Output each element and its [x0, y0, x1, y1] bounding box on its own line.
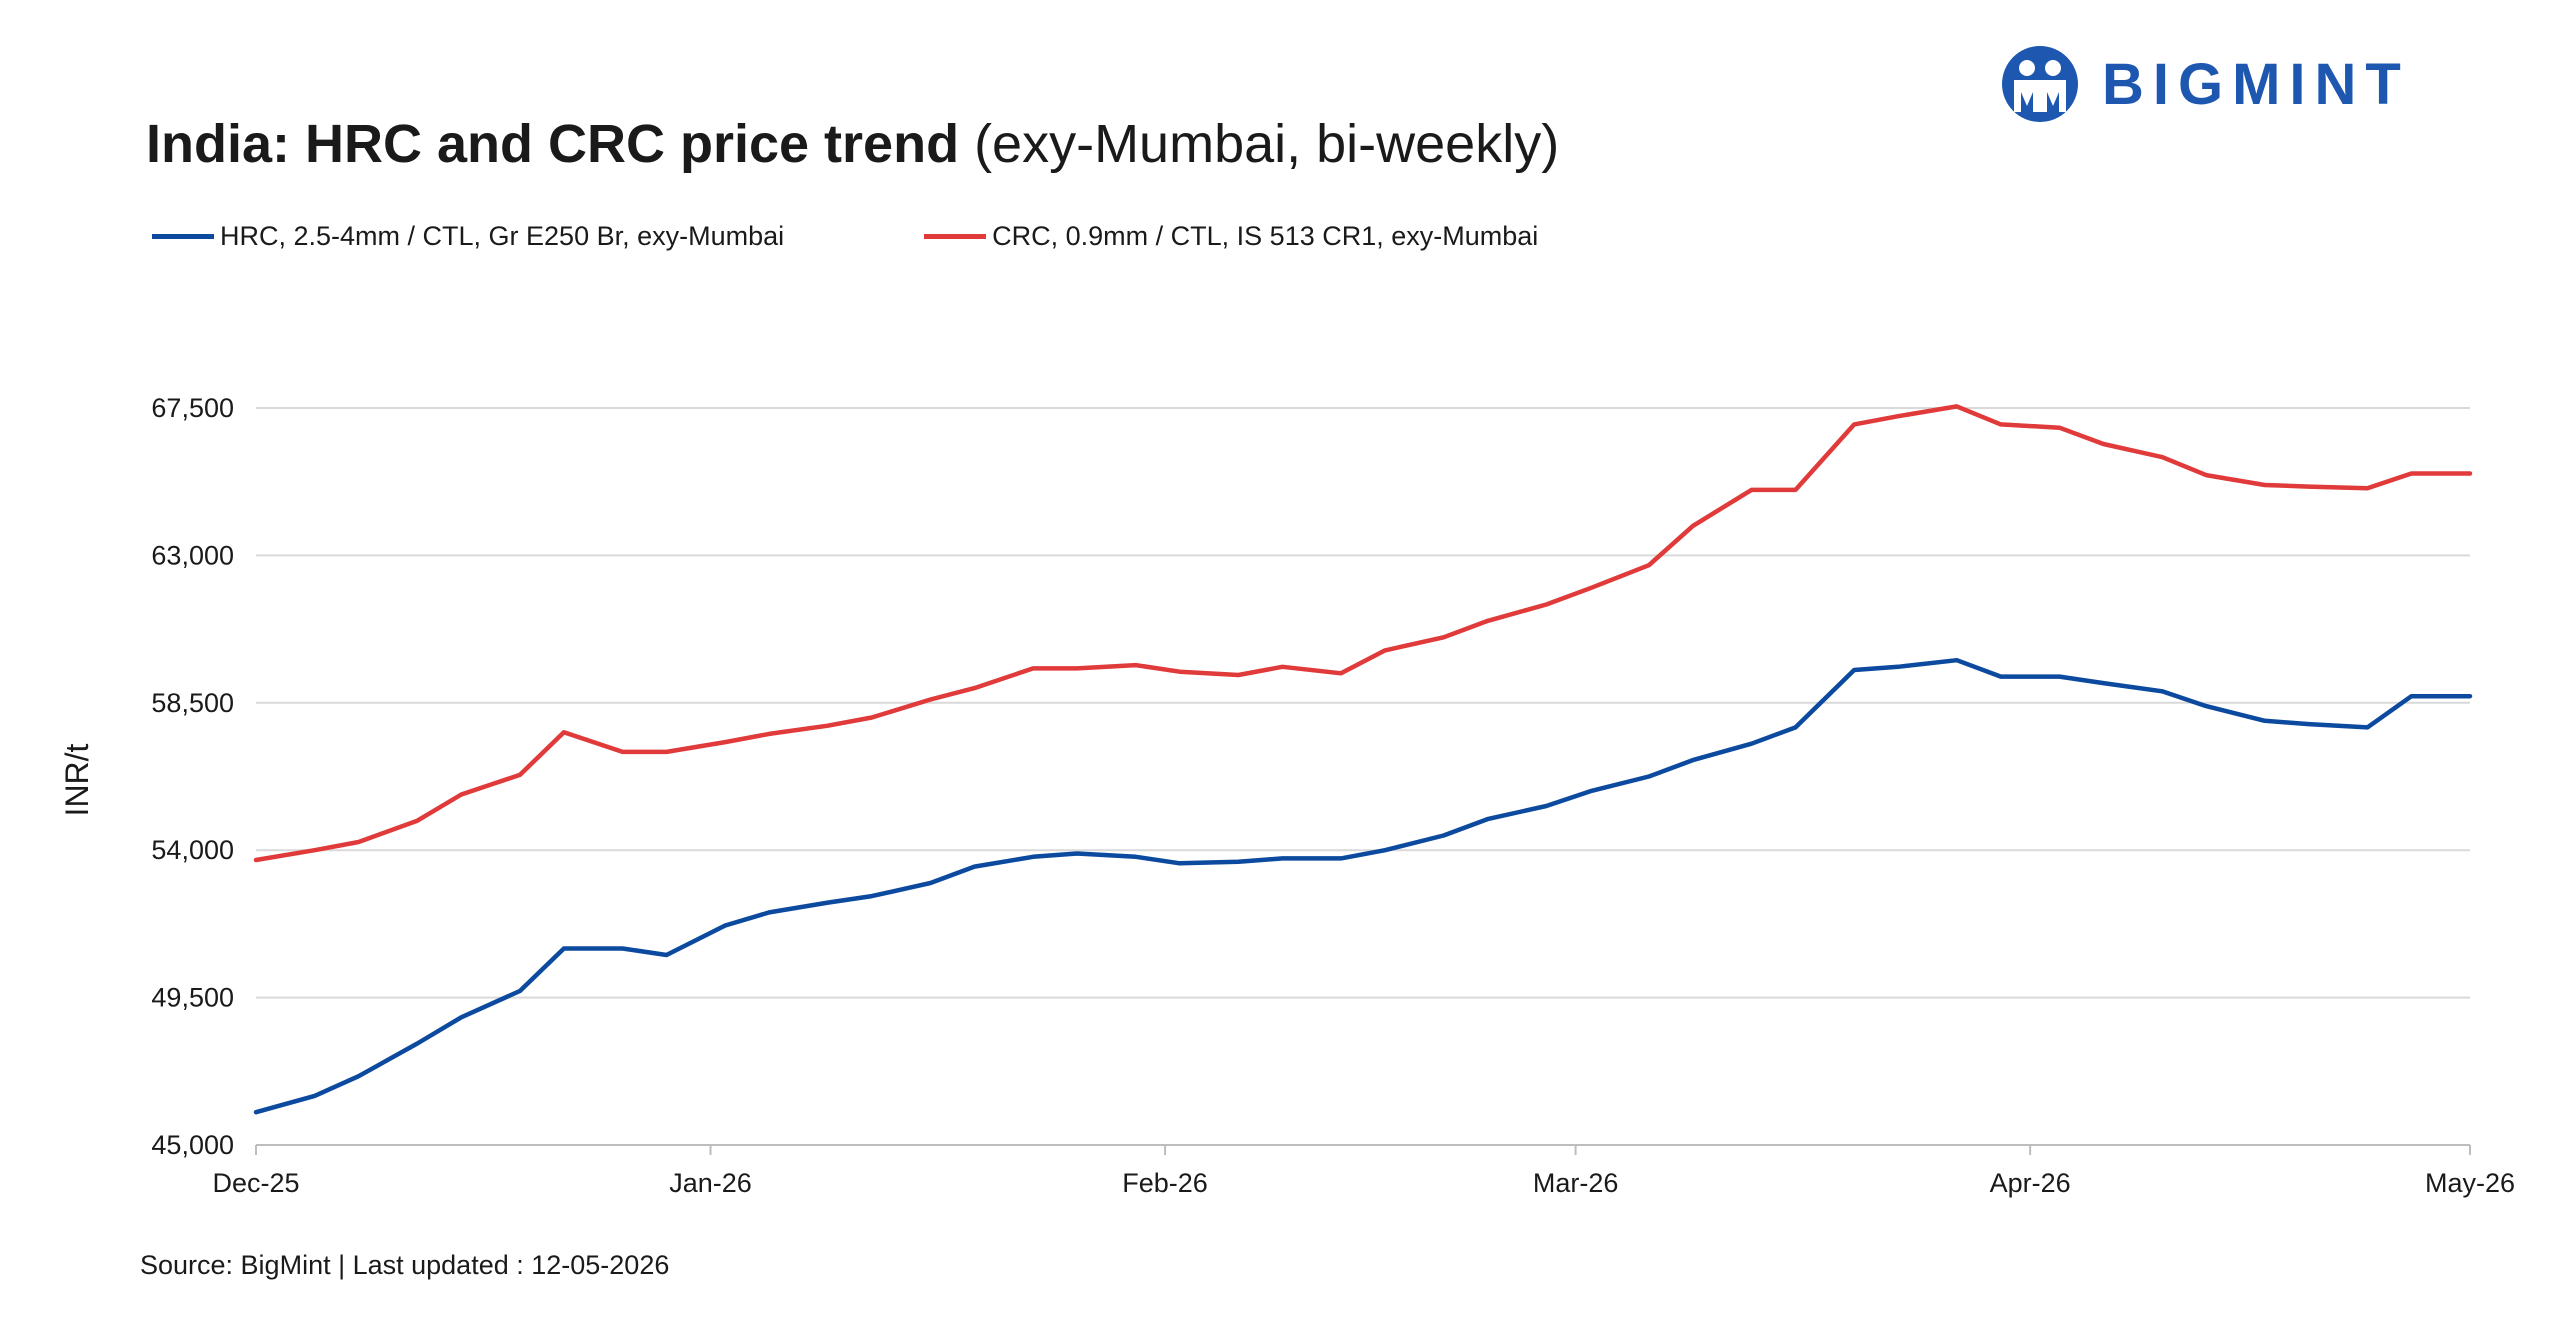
x-axis: Dec-25 Jan-26 Feb-26 Mar-26 Apr-26 May-26: [212, 1145, 2515, 1198]
x-tick-label: Apr-26: [1990, 1168, 2071, 1198]
y-tick-label: 63,000: [151, 540, 234, 570]
legend-swatch-hrc: [152, 233, 214, 239]
legend-swatch-crc: [924, 233, 987, 239]
y-tick-label: 54,000: [151, 835, 234, 865]
gridlines: [256, 407, 2470, 1146]
legend-label-hrc: HRC, 2.5-4mm / CTL, Gr E250 Br, exy-Mumb…: [220, 220, 785, 251]
series-line-crc: [253, 404, 2473, 863]
series-lines: [253, 404, 2473, 1115]
bigmint-mark-icon: [2002, 46, 2078, 122]
brand-name: BIGMINT: [2102, 51, 2410, 117]
legend-label-crc: CRC, 0.9mm / CTL, IS 513 CR1, exy-Mumbai: [992, 220, 1539, 251]
brand-logo: BIGMINT: [2000, 44, 2410, 124]
y-tick-label: 45,000: [151, 1130, 234, 1160]
y-tick-label: 67,500: [151, 393, 234, 423]
chart-title-main: India: HRC and CRC price trend: [146, 114, 960, 174]
x-tick-label: Dec-25: [212, 1168, 299, 1198]
x-tick-label: Jan-26: [669, 1168, 752, 1198]
y-tick-labels: 45,000 49,500 54,000 58,500 63,000 67,500: [151, 393, 234, 1160]
chart-title: India: HRC and CRC price trend (exy-Mumb…: [146, 108, 1559, 180]
y-axis-label: INR/t: [59, 743, 95, 816]
y-tick-label: 49,500: [151, 983, 234, 1013]
source-note: Source: BigMint | Last updated : 12-05-2…: [140, 1250, 670, 1280]
legend-item-crc: CRC, 0.9mm / CTL, IS 513 CR1, exy-Mumbai: [924, 221, 1538, 252]
x-tick-label: Mar-26: [1533, 1168, 1619, 1198]
series-line-hrc: [253, 657, 2473, 1115]
legend-item-hrc: HRC, 2.5-4mm / CTL, Gr E250 Br, exy-Mumb…: [152, 221, 784, 252]
y-tick-label: 58,500: [151, 688, 234, 718]
chart-title-sub: (exy-Mumbai, bi-weekly): [974, 114, 1560, 174]
x-tick-label: May-26: [2425, 1168, 2515, 1198]
legend: HRC, 2.5-4mm / CTL, Gr E250 Br, exy-Mumb…: [152, 216, 1678, 256]
x-tick-label: Feb-26: [1122, 1168, 1208, 1198]
